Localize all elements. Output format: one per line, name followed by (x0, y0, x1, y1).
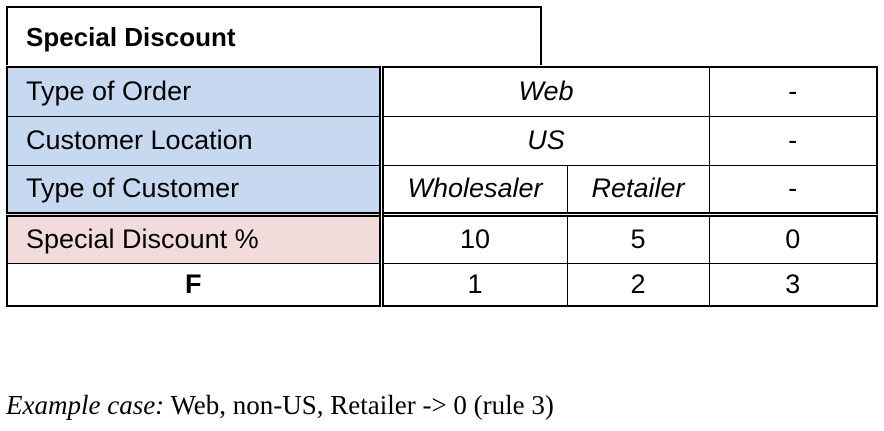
action-value: 5 (566, 211, 710, 264)
condition-value-retailer: Retailer (566, 164, 710, 215)
condition-value-wholesaler: Wholesaler (380, 164, 568, 215)
rule-row-label: F (6, 262, 384, 307)
condition-row-type-of-customer: Type of Customer Wholesaler Retailer - (6, 164, 878, 215)
condition-row-customer-location: Customer Location US - (6, 115, 878, 166)
condition-value-web: Web (380, 66, 710, 117)
condition-value-any: - (708, 164, 878, 215)
rule-number: 1 (380, 262, 568, 307)
example-case-note: Example case: Web, non-US, Retailer -> 0… (6, 390, 554, 421)
condition-label-customer-location: Customer Location (6, 115, 384, 166)
action-label-special-discount: Special Discount % (6, 211, 384, 264)
action-value: 10 (380, 211, 568, 264)
condition-value-any: - (708, 115, 878, 166)
rule-number: 3 (708, 262, 878, 307)
action-value: 0 (708, 211, 878, 264)
decision-table: Type of Order Web - Customer Location US… (6, 66, 878, 307)
condition-value-us: US (380, 115, 710, 166)
condition-row-type-of-order: Type of Order Web - (6, 66, 878, 117)
rule-number-row: F 1 2 3 (6, 262, 878, 307)
rule-number: 2 (566, 262, 710, 307)
condition-label-type-of-customer: Type of Customer (6, 164, 384, 215)
action-row-special-discount: Special Discount % 10 5 0 (6, 211, 878, 264)
table-title: Special Discount (6, 6, 542, 65)
example-case-prefix: Example case: (6, 390, 165, 420)
condition-value-any: - (708, 66, 878, 117)
condition-label-type-of-order: Type of Order (6, 66, 384, 117)
example-case-text: Web, non-US, Retailer -> 0 (rule 3) (164, 390, 554, 420)
